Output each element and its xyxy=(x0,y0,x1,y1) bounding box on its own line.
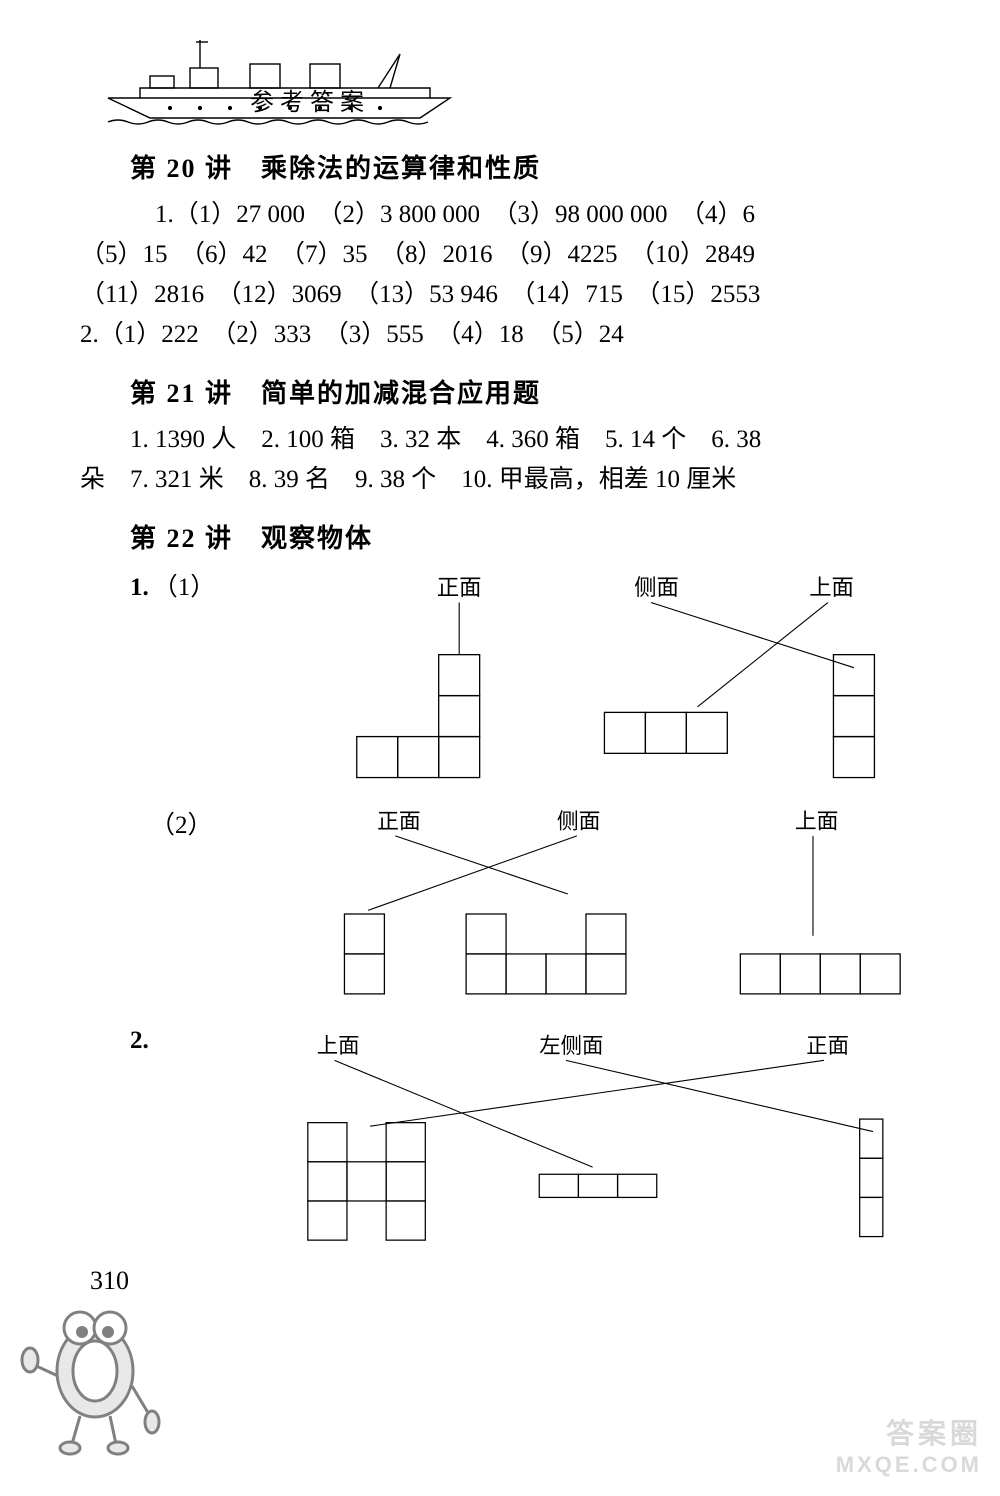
section-20-heading: 第 20 讲 乘除法的运算律和性质 xyxy=(130,148,940,185)
q1-sub1: （1） xyxy=(153,574,216,601)
section-21-body: 1. 1390 人 2. 100 箱 3. 32 本 4. 360 箱 5. 1… xyxy=(80,420,940,500)
watermark-line1: 答案圈 xyxy=(836,1412,982,1452)
svg-text:左侧面: 左侧面 xyxy=(539,1034,603,1058)
section-20-body: 1.（1）27 000 （2）3 800 000 （3）98 000 000 （… xyxy=(80,195,940,355)
section-21-heading: 第 21 讲 简单的加减混合应用题 xyxy=(130,373,940,410)
matching-diagram-1: 正面 侧面 上面 xyxy=(232,567,940,787)
svg-text:上面: 上面 xyxy=(810,575,855,600)
matching-diagram-3: 上面 左侧面 正面 xyxy=(201,1021,940,1251)
corner-mascot xyxy=(20,1286,170,1456)
banner-text: 参 考 答 案 xyxy=(250,89,364,116)
svg-text:正面: 正面 xyxy=(437,575,482,600)
svg-text:上面: 上面 xyxy=(317,1034,360,1058)
svg-text:正面: 正面 xyxy=(806,1034,849,1058)
watermark-line2: MXQE.COM xyxy=(836,1452,982,1478)
figure-2: 2. 上面 左侧面 正面 xyxy=(80,1021,940,1251)
ship-banner: 参 考 答 案 xyxy=(100,30,940,130)
q1-label: 1. xyxy=(130,574,149,601)
section-22-heading: 第 22 讲 观察物体 xyxy=(130,518,940,555)
svg-text:正面: 正面 xyxy=(377,810,421,834)
svg-text:侧面: 侧面 xyxy=(635,575,680,600)
figure-1-1: 1. （1） 正面 侧面 上面 xyxy=(80,567,940,787)
svg-text:侧面: 侧面 xyxy=(557,810,601,834)
mascot-icon xyxy=(20,1286,170,1456)
watermark: 答案圈 MXQE.COM xyxy=(836,1412,982,1478)
ship-icon: 参 考 答 案 xyxy=(100,30,460,130)
svg-text:上面: 上面 xyxy=(795,810,839,834)
matching-diagram-2: 正面 侧面 上面 xyxy=(250,799,940,1009)
q1-sub2: （2） xyxy=(150,812,213,839)
q2-label: 2. xyxy=(130,1027,149,1054)
figure-1-2: （2） 正面 侧面 上面 xyxy=(80,799,940,1009)
